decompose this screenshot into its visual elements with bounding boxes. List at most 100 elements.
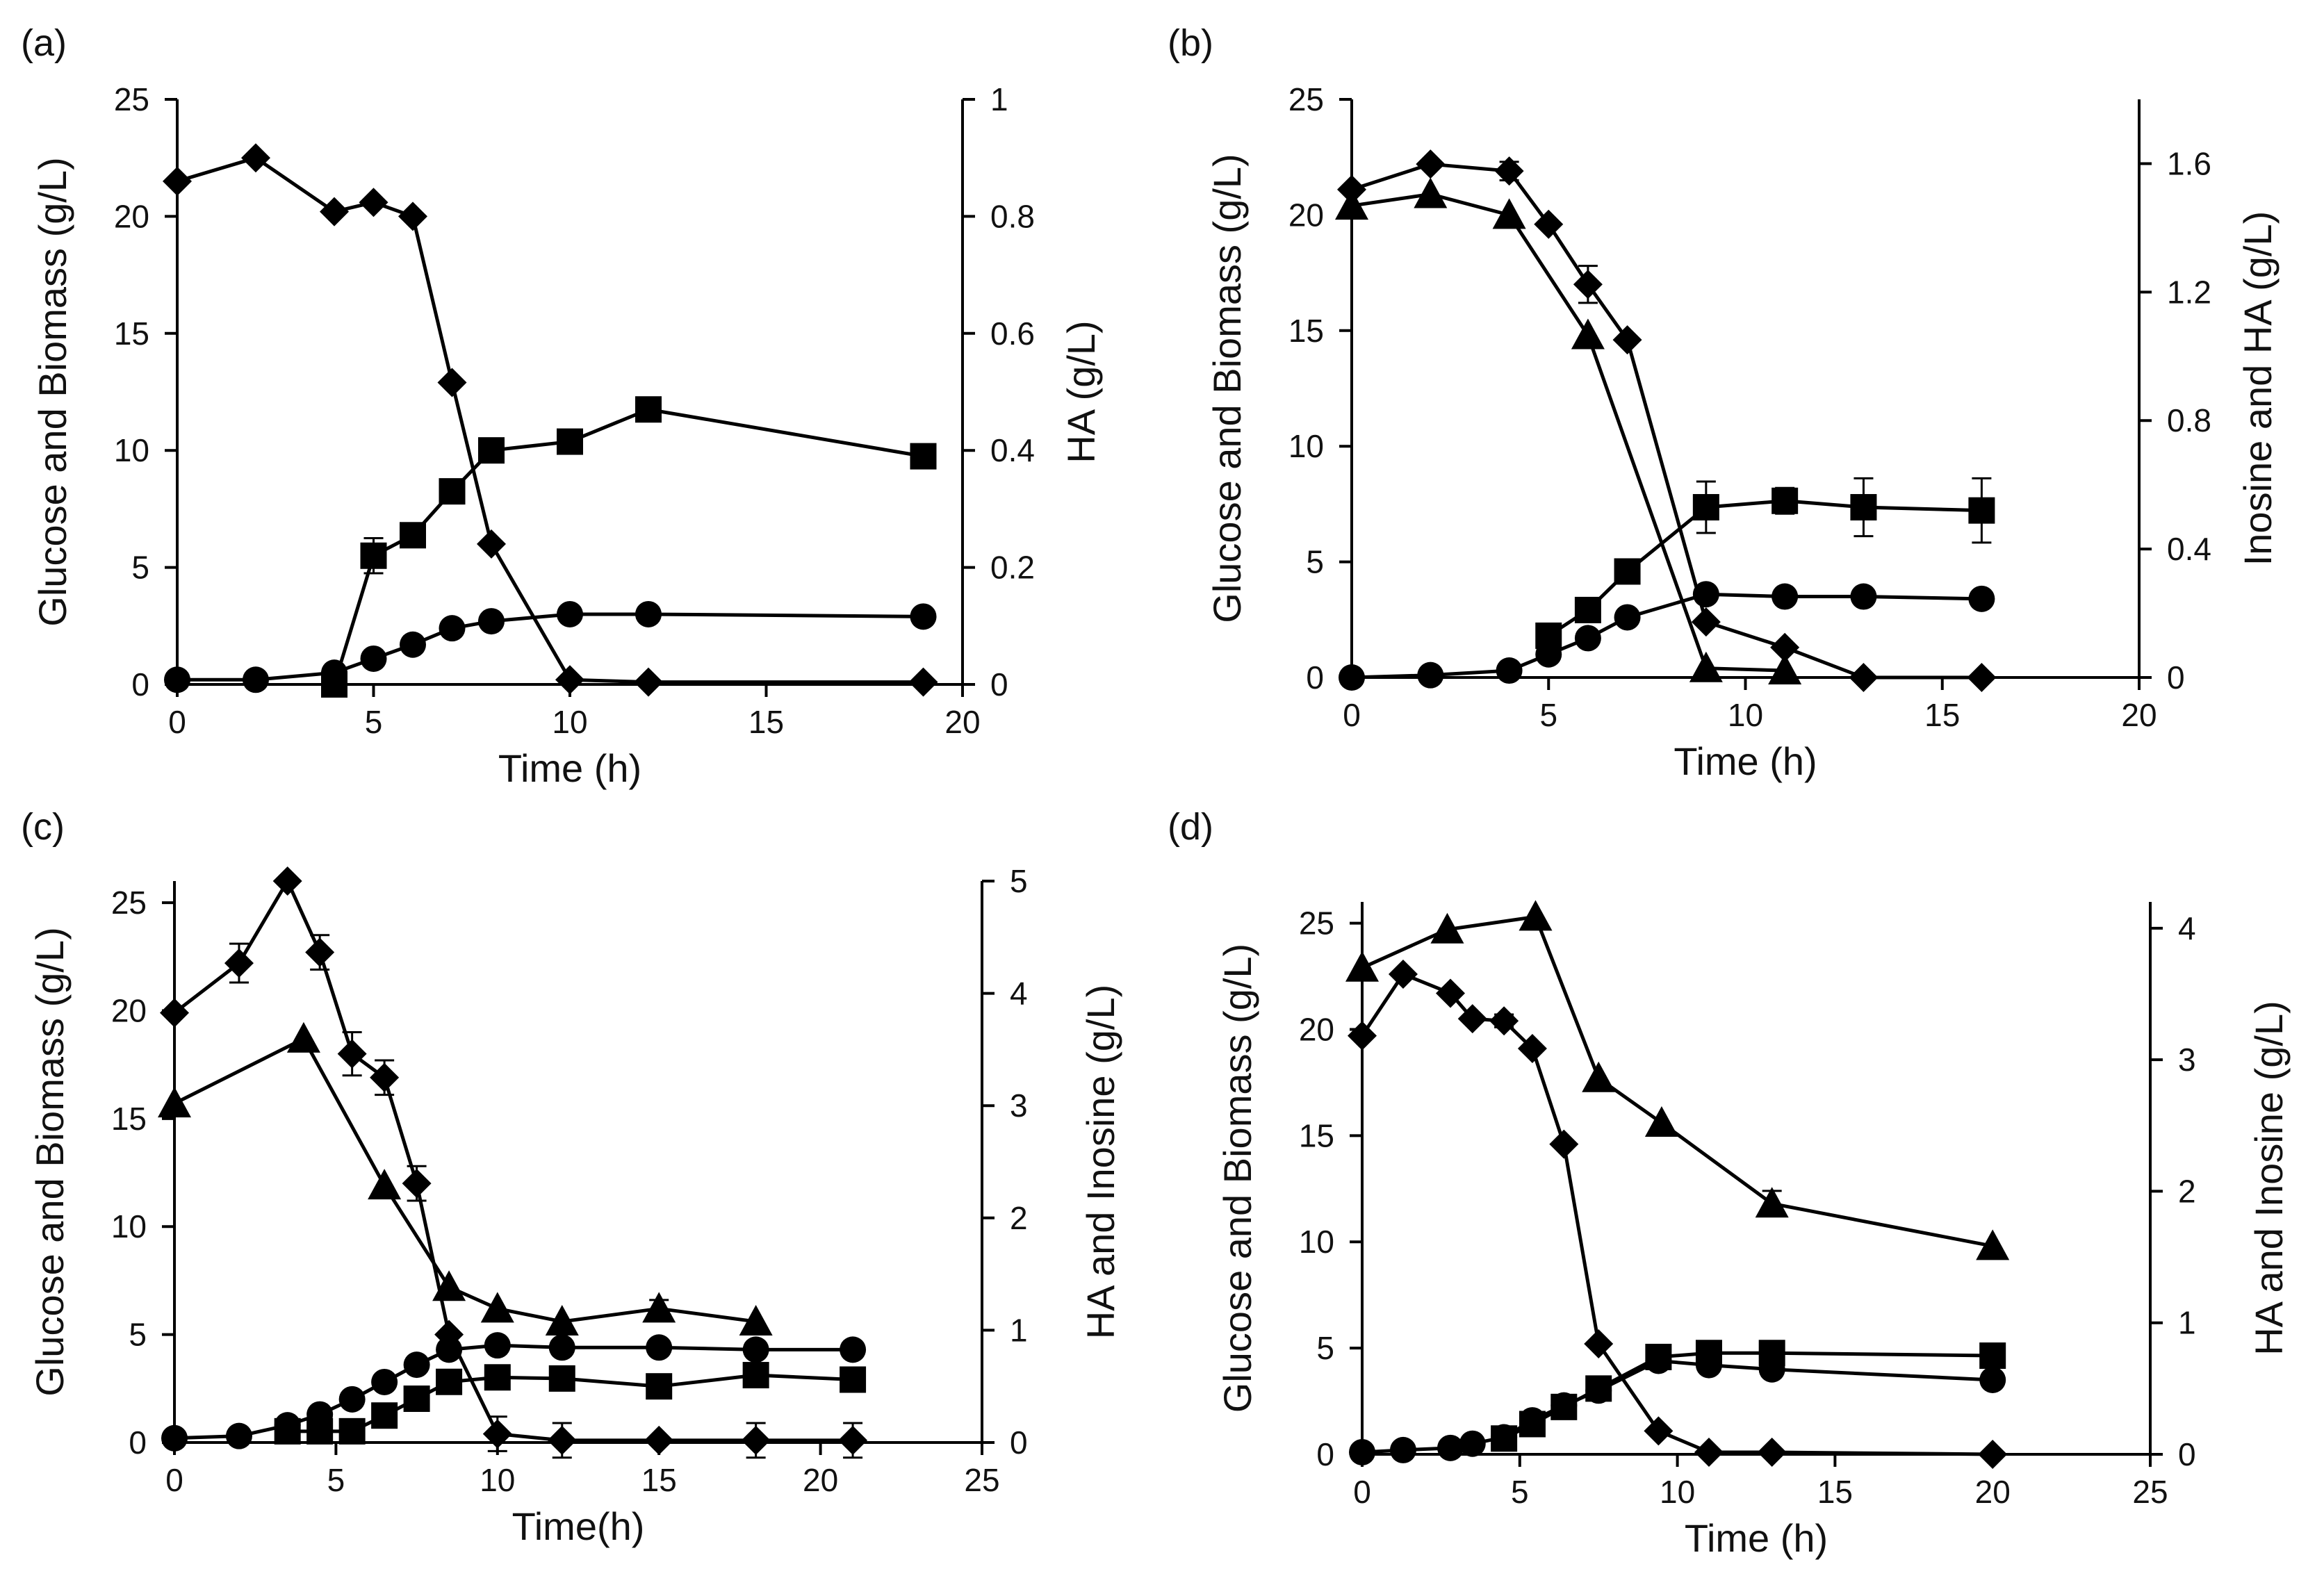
glucose-point	[359, 188, 388, 217]
series-ha	[1535, 477, 1995, 649]
series-line-inosine	[1361, 914, 1993, 1248]
glucose-point	[1436, 978, 1466, 1008]
biomass-point	[1349, 1438, 1375, 1465]
y-axis-title: Glucose and Biomass (g/L)	[1216, 944, 1259, 1413]
x-tick-label: 15	[1817, 1474, 1853, 1510]
y2-tick-label: 0.8	[2167, 402, 2211, 438]
glucose-point	[402, 1169, 432, 1199]
glucose-point	[1978, 1440, 2008, 1469]
y2-tick-label: 4	[2178, 910, 2196, 946]
ha-point	[1550, 1393, 1578, 1420]
inosine-point	[739, 1304, 773, 1335]
series-ha	[274, 1362, 867, 1445]
biomass-point	[478, 608, 505, 635]
glucose-point	[1388, 959, 1418, 989]
y-tick-label: 15	[114, 315, 149, 352]
y2-tick-label: 1	[990, 81, 1008, 117]
panel-label: (b)	[1168, 22, 1213, 64]
biomass-point	[1339, 664, 1365, 691]
glucose-point	[482, 1419, 512, 1449]
biomass-point	[1574, 625, 1601, 652]
ha-point	[484, 1364, 511, 1391]
ha-point	[1585, 1375, 1612, 1402]
inosine-point	[432, 1270, 466, 1301]
biomass-point	[635, 600, 662, 627]
y-tick-label: 5	[1306, 544, 1324, 580]
biomass-point	[1771, 583, 1799, 610]
series-ha	[321, 396, 937, 698]
y2-tick-label: 0.6	[990, 315, 1035, 352]
chart-panel-1: (b) 0 5 10 15 20 0 5 10 15 20 25 0 0.4 0.8 1.2 1.6 Time (…	[1168, 22, 2280, 783]
biomass-point	[1496, 657, 1523, 684]
series-line-ha	[1547, 499, 1982, 638]
y2-axis-title: HA and Inosine (g/L)	[1079, 985, 1122, 1340]
glucose-point	[437, 368, 467, 397]
x-axis-title: Time (h)	[1685, 1516, 1828, 1560]
ha-point	[338, 1417, 366, 1445]
glucose-point	[1612, 325, 1642, 355]
x-tick-label: 20	[944, 704, 980, 740]
y2-tick-label: 0	[2178, 1436, 2196, 1472]
x-tick-label: 5	[327, 1462, 345, 1498]
series-line-biomass	[1351, 592, 1982, 680]
y2-tick-label: 2	[2178, 1173, 2196, 1209]
biomass-point	[1968, 585, 1995, 612]
ha-point	[439, 478, 466, 505]
glucose-point	[1549, 1129, 1579, 1159]
glucose-point	[1489, 1006, 1519, 1036]
ha-point	[371, 1402, 398, 1429]
y2-tick-label: 1	[2178, 1305, 2196, 1341]
y2-tick-label: 3	[1010, 1087, 1028, 1124]
series-biomass	[1339, 581, 1995, 691]
x-tick-label: 10	[1660, 1474, 1695, 1510]
ha-point	[1519, 1411, 1546, 1438]
glucose-point	[1694, 1437, 1724, 1467]
y-axis-title: Glucose and Biomass (g/L)	[28, 927, 72, 1396]
x-tick-label: 20	[1975, 1474, 2011, 1510]
inosine-point	[1768, 654, 1802, 685]
y-tick-label: 15	[1288, 313, 1324, 349]
y2-tick-label: 0	[1010, 1424, 1028, 1461]
ha-point	[1758, 1340, 1785, 1367]
inosine-point	[480, 1292, 514, 1323]
biomass-point	[1389, 1436, 1416, 1463]
y-axis-title: Glucose and Biomass (g/L)	[31, 157, 74, 626]
y-tick-label: 5	[131, 550, 149, 586]
glucose-point	[644, 1425, 674, 1455]
ha-point	[360, 542, 387, 569]
ha-point	[557, 428, 583, 455]
x-tick-label: 15	[641, 1462, 677, 1498]
y-tick-label: 10	[114, 432, 149, 468]
glucose-point	[305, 937, 335, 967]
glucose-point	[398, 202, 427, 231]
y-tick-label: 0	[131, 666, 149, 702]
series-glucose	[160, 866, 868, 1459]
glucose-point	[1849, 663, 1879, 692]
series-inosine	[1345, 900, 2010, 1260]
glucose-point	[241, 143, 270, 173]
biomass-point	[1850, 583, 1877, 610]
panel-label: (d)	[1168, 806, 1213, 848]
y2-tick-label: 0.2	[990, 550, 1035, 586]
ha-point	[1850, 494, 1877, 521]
glucose-point	[1691, 607, 1721, 637]
chart-panel-0: (a) 0 5 10 15 20 0 5 10 15 20 25 0 0.2 0.4 0.6 0.8 1 Time …	[21, 22, 1103, 790]
biomass-point	[439, 615, 466, 642]
y2-tick-label: 0.4	[990, 432, 1035, 468]
glucose-point	[1348, 1021, 1377, 1051]
glucose-point	[1757, 1437, 1787, 1467]
glucose-point	[634, 667, 663, 697]
y-tick-label: 25	[1299, 905, 1334, 942]
glucose-point	[555, 665, 584, 695]
x-tick-label: 25	[964, 1462, 999, 1498]
y2-tick-label: 4	[1010, 976, 1028, 1012]
series-inosine	[158, 1021, 773, 1335]
ha-point	[1968, 497, 1995, 524]
y-tick-label: 20	[114, 198, 149, 234]
ha-point	[635, 396, 662, 423]
x-tick-label: 20	[803, 1462, 838, 1498]
biomass-point	[403, 1351, 430, 1379]
inosine-point	[1430, 912, 1464, 944]
series-line-glucose	[177, 156, 924, 684]
